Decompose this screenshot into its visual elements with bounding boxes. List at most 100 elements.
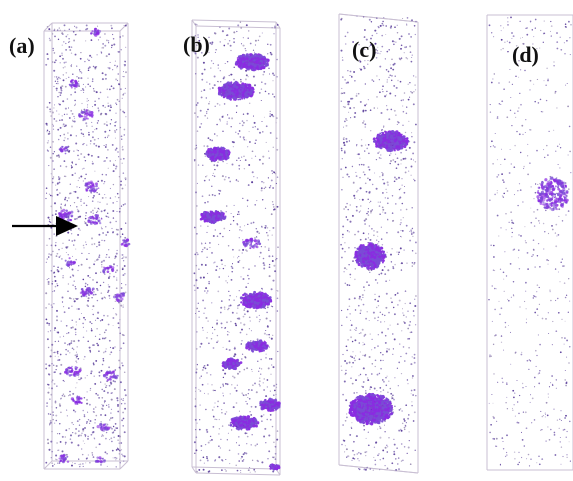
atom-dot bbox=[104, 44, 107, 47]
atom-dot bbox=[342, 225, 345, 228]
atom-dot bbox=[119, 349, 121, 351]
atom-dot bbox=[82, 143, 84, 146]
atom-dot bbox=[53, 85, 55, 87]
atom-dot bbox=[120, 403, 123, 405]
atom-dot bbox=[111, 27, 113, 30]
atom-dot bbox=[116, 233, 119, 236]
atom-dot bbox=[195, 387, 197, 389]
atom-dot bbox=[89, 387, 92, 390]
atom-dot bbox=[349, 204, 351, 206]
atom-dot bbox=[345, 345, 348, 348]
atom-dot bbox=[342, 393, 344, 396]
atom-dot bbox=[364, 451, 367, 454]
atom-dot bbox=[386, 251, 388, 253]
atom-dot bbox=[196, 44, 198, 46]
atom-dot bbox=[48, 237, 51, 240]
cluster-atom bbox=[225, 91, 227, 93]
atom-dot bbox=[206, 292, 208, 294]
cluster-atom bbox=[224, 362, 226, 365]
atom-dot bbox=[106, 203, 108, 205]
atom-dot bbox=[225, 458, 227, 461]
atom-dot bbox=[240, 26, 243, 29]
atom-dot bbox=[112, 210, 115, 212]
atom-dot bbox=[86, 224, 88, 226]
atom-dot bbox=[102, 357, 105, 360]
cluster-atom bbox=[217, 214, 220, 217]
atom-dot bbox=[103, 180, 106, 183]
atom-dot bbox=[116, 457, 118, 459]
atom-dot bbox=[123, 256, 125, 258]
atom-dot bbox=[81, 168, 84, 170]
cluster-atom bbox=[254, 245, 257, 248]
atom-dot bbox=[106, 453, 108, 455]
cluster-atom bbox=[121, 292, 125, 296]
atom-dot bbox=[101, 78, 104, 81]
atom-dot bbox=[71, 112, 74, 115]
atom-dot bbox=[385, 292, 388, 295]
atom-dot bbox=[125, 256, 127, 259]
atom-dot bbox=[98, 110, 100, 113]
atom-dot bbox=[115, 313, 117, 315]
atom-dot bbox=[117, 403, 119, 406]
atom-dot bbox=[49, 156, 52, 159]
cluster-atom bbox=[212, 217, 216, 221]
atom-dot bbox=[404, 290, 407, 292]
atom-dot bbox=[69, 192, 71, 195]
cluster-atom bbox=[242, 242, 246, 246]
atom-dot bbox=[124, 402, 126, 405]
atom-dot bbox=[415, 394, 417, 397]
atom-dot bbox=[109, 297, 111, 299]
cluster-atom bbox=[265, 347, 268, 350]
cluster-atom bbox=[255, 422, 258, 425]
cluster-atom bbox=[245, 242, 248, 245]
cluster-atom bbox=[225, 154, 228, 157]
cluster-atom bbox=[223, 96, 226, 99]
atom-dot bbox=[60, 89, 63, 92]
atom-dot bbox=[403, 428, 406, 431]
atom-dot bbox=[91, 243, 93, 246]
atom-dot bbox=[386, 451, 389, 453]
atom-dot bbox=[403, 185, 406, 188]
atom-dot bbox=[226, 333, 229, 336]
atom-dot bbox=[202, 61, 205, 64]
atom-dot bbox=[246, 403, 248, 405]
atom-dot bbox=[49, 221, 52, 224]
atom-dot bbox=[371, 363, 374, 365]
atom-dot bbox=[379, 24, 382, 27]
atom-dot bbox=[413, 357, 416, 359]
cluster-atom bbox=[264, 398, 267, 401]
atom-dot bbox=[352, 260, 354, 262]
atom-dot bbox=[55, 458, 57, 460]
atom-dot bbox=[226, 162, 228, 165]
atom-dot bbox=[414, 304, 417, 308]
cluster-atom bbox=[226, 362, 230, 366]
atom-dot bbox=[210, 251, 214, 254]
atom-dot bbox=[110, 351, 113, 354]
cluster-atom bbox=[254, 53, 258, 56]
atom-dot bbox=[386, 348, 388, 350]
atom-dot bbox=[85, 40, 87, 42]
atom-dot bbox=[351, 356, 354, 358]
atom-dot bbox=[359, 157, 361, 159]
atom-dot bbox=[251, 157, 253, 159]
atom-dot bbox=[77, 339, 80, 342]
atom-dot bbox=[94, 129, 96, 131]
atom-dot bbox=[392, 348, 394, 350]
atom-dot bbox=[94, 438, 96, 440]
atom-dot bbox=[89, 54, 92, 57]
atom-dot bbox=[111, 143, 114, 146]
atom-dot bbox=[228, 305, 230, 307]
atom-dot bbox=[385, 33, 387, 36]
atom-dot bbox=[77, 233, 80, 236]
cluster-atom bbox=[242, 63, 245, 66]
atom-dot bbox=[87, 411, 89, 413]
atom-dot bbox=[256, 236, 258, 238]
atom-dot bbox=[193, 272, 196, 275]
atom-dot bbox=[193, 51, 195, 53]
atom-dot bbox=[64, 196, 67, 199]
atom-dot bbox=[211, 326, 214, 328]
cluster-atom bbox=[82, 117, 86, 121]
atom-dot bbox=[220, 306, 223, 309]
cluster-atom bbox=[248, 294, 252, 298]
cluster-atom bbox=[242, 54, 246, 57]
